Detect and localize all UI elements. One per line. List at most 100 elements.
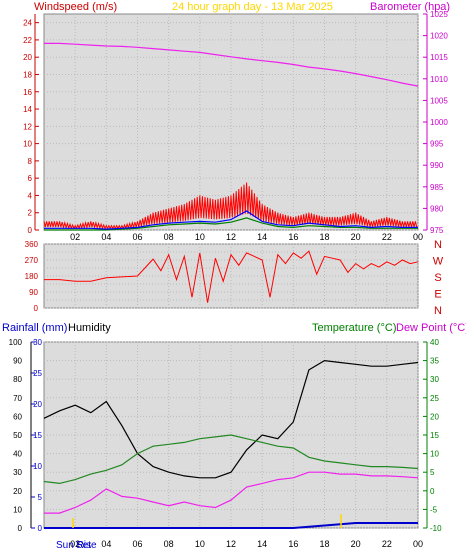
- sun-rise-label: Sun Rise: [56, 540, 97, 551]
- compass-label: N: [434, 305, 442, 317]
- wind-panel-x-tick-labels: 02 04 06 08 10 12 14 16 18 20 22 00: [70, 232, 423, 242]
- wind-direction-tick-label: 0: [34, 304, 39, 313]
- temperature-axis-title: Temperature (°C): [312, 322, 396, 334]
- windspeed-tick-label: 8: [28, 157, 33, 166]
- humidity-line: [43, 359, 419, 479]
- rainfall-axis-title: Rainfall (mm): [2, 322, 67, 334]
- humidity-tick-label: 20: [13, 487, 22, 496]
- temperature-tick-label: -10: [430, 524, 442, 533]
- temperature-tick-label: 15: [430, 431, 439, 440]
- temperature-panel-x-tick-label: 18: [319, 539, 329, 549]
- humidity-tick-label: 10: [13, 505, 22, 514]
- humidity-tick-label: 60: [13, 412, 22, 421]
- barometer-tick-labels: 975 980 985 990 995 1000 1005 1010 1015 1020 1025: [423, 10, 448, 235]
- wind-panel-x-tick-label: 20: [351, 232, 361, 242]
- wind-direction-tick-label: 360: [25, 240, 39, 249]
- wind-panel-x-tick-label: 12: [226, 232, 236, 242]
- temperature-panel-x-tick-label: 00: [413, 539, 423, 549]
- temperature-panel-x-tick-label: 16: [288, 539, 298, 549]
- temperature-panel-x-tick-label: 14: [257, 539, 267, 549]
- temperature-tick-label: -5: [430, 505, 438, 514]
- windspeed-tick-label: 10: [23, 140, 32, 149]
- temperature-panel-x-tick-label: 04: [101, 539, 111, 549]
- compass-label: N: [434, 239, 442, 251]
- humidity-tick-label: 90: [13, 357, 22, 366]
- barometer-tick-label: 975: [430, 226, 444, 235]
- rainfall-tick-labels: 0 5 10 15 20 25 30: [31, 338, 43, 533]
- windspeed-tick-label: 22: [23, 36, 32, 45]
- barometer-line: [44, 42, 419, 87]
- wind-barometer-grid: [44, 14, 419, 231]
- temperature-tick-label: 40: [430, 338, 439, 347]
- humidity-tick-label: 40: [13, 450, 22, 459]
- wind-panel-x-tick-label: 08: [164, 232, 174, 242]
- sun-set-label: Set: [76, 540, 91, 551]
- wind-panel-x-tick-label: 02: [70, 232, 80, 242]
- temperature-tick-label: 25: [430, 394, 439, 403]
- windspeed-tick-label: 6: [28, 174, 33, 183]
- wind-panel-x-tick-label: 22: [382, 232, 392, 242]
- temperature-tick-label: 35: [430, 357, 439, 366]
- temperature-tick-label: 5: [430, 468, 435, 477]
- windspeed-tick-label: 0: [28, 226, 33, 235]
- rainfall-tick-label: 15: [33, 431, 42, 440]
- temperature-tick-label: 10: [430, 450, 439, 459]
- barometer-tick-label: 1010: [430, 75, 448, 84]
- humidity-tick-label: 70: [13, 394, 22, 403]
- wind-direction-tick-labels: 0 90 180 270 360: [25, 240, 39, 313]
- barometer-tick-label: 1005: [430, 96, 448, 105]
- barometer-tick-label: 990: [430, 161, 444, 170]
- barometer-tick-label: 995: [430, 140, 444, 149]
- wind-panel-x-tick-label: 16: [288, 232, 298, 242]
- wind-average-line: [44, 210, 418, 230]
- dewpoint-axis-title: Dew Point (°C): [396, 322, 466, 334]
- wind-panel-x-tick-label: 14: [257, 232, 267, 242]
- rainfall-tick-label: 10: [33, 462, 42, 471]
- wind-direction-series: [44, 250, 419, 303]
- temperature-panel-x-tick-label: 08: [164, 539, 174, 549]
- wind-green-line: [44, 217, 418, 231]
- humidity-tick-label: 0: [18, 524, 23, 533]
- temperature-panel-x-tick-label: 10: [195, 539, 205, 549]
- wind-panel-x-tick-label: 06: [132, 232, 142, 242]
- windspeed-tick-label: 12: [23, 122, 32, 131]
- temperature-tick-label: 30: [430, 375, 439, 384]
- temperature-tick-labels: -10 -5 0 5 10 15 20 25 30 35 40: [423, 338, 442, 533]
- wind-barometer-series: [43, 42, 419, 231]
- rainfall-tick-label: 20: [33, 400, 42, 409]
- windspeed-tick-label: 2: [28, 209, 33, 218]
- wind-direction-tick-label: 180: [25, 272, 39, 281]
- wind-direction-line: [44, 250, 419, 303]
- wind-direction-tick-label: 270: [25, 256, 39, 265]
- barometer-tick-label: 1015: [430, 53, 448, 62]
- wind-direction-tick-label: 90: [29, 288, 38, 297]
- windspeed-tick-label: 18: [23, 70, 32, 79]
- rainfall-tick-label: 25: [33, 369, 42, 378]
- chart-title: 24 hour graph day - 13 Mar 2025: [172, 1, 333, 13]
- rainfall-tick-label: 0: [38, 524, 43, 533]
- rainfall-tick-label: 5: [38, 493, 43, 502]
- rainfall-tick-label: 30: [33, 338, 42, 347]
- compass-label: S: [434, 272, 441, 284]
- windspeed-axis-title: Windspeed (m/s): [34, 1, 117, 13]
- wind-panel-x-tick-label: 10: [195, 232, 205, 242]
- windspeed-tick-label: 20: [23, 53, 32, 62]
- barometer-tick-label: 1025: [430, 10, 448, 19]
- humidity-tick-labels: 0 10 20 30 40 50 60 70 80 90 100: [9, 338, 23, 533]
- barometer-tick-label: 980: [430, 204, 444, 213]
- temperature-panel-x-tick-label: 02: [70, 539, 80, 549]
- humidity-tick-label: 30: [13, 468, 22, 477]
- temperature-humidity-series: [43, 359, 419, 529]
- temperature-panel-x-tick-label: 06: [132, 539, 142, 549]
- humidity-axis-title: Humidity: [68, 322, 111, 334]
- wind-direction-grid: [44, 243, 419, 309]
- rainfall-line: [44, 522, 418, 529]
- temperature-panel-x-tick-label: 20: [351, 539, 361, 549]
- barometer-axis-title: Barometer (hpa): [370, 1, 450, 13]
- barometer-tick-label: 1000: [430, 118, 448, 127]
- temperature-line: [43, 434, 419, 485]
